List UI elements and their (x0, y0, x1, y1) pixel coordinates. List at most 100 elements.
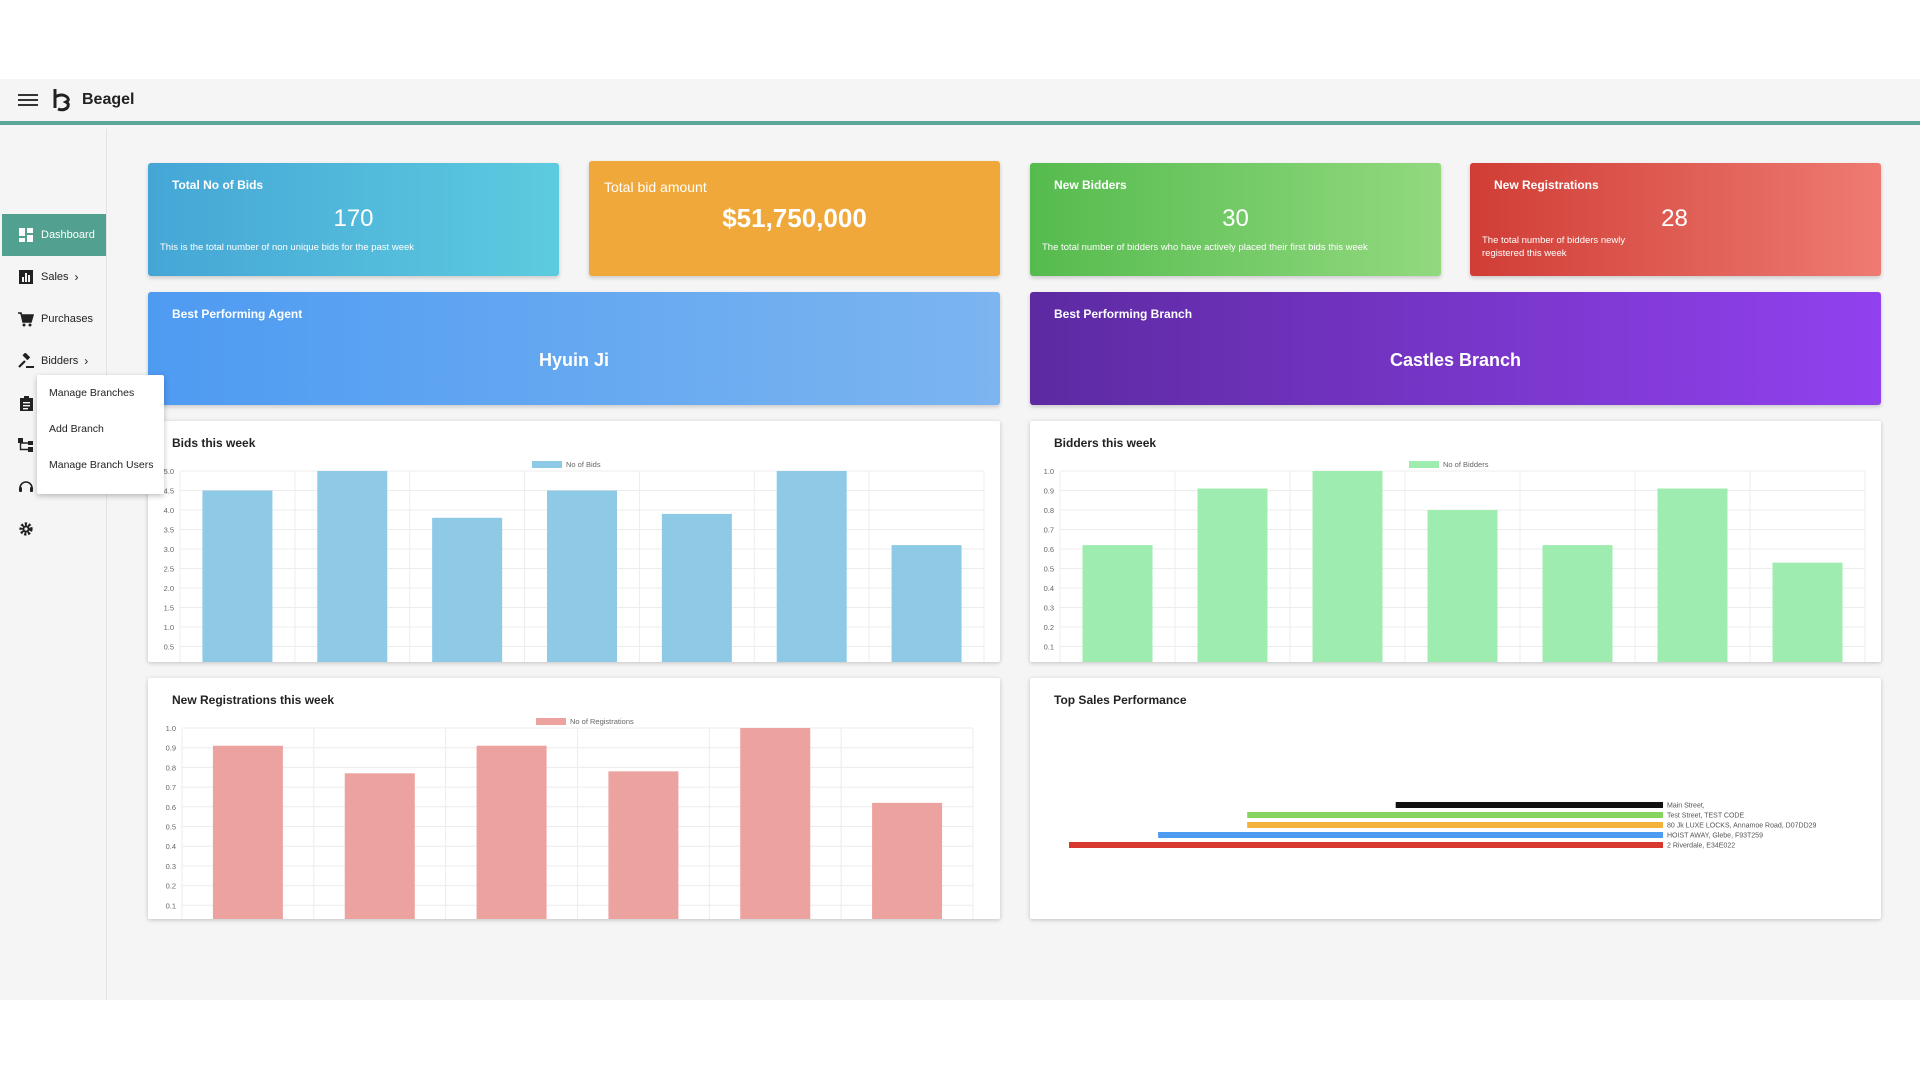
card-title: Best Performing Branch (1054, 307, 1193, 321)
y-tick-label: 0.5 (1044, 565, 1054, 574)
bar-chart-icon (17, 268, 35, 286)
sales-bar[interactable] (1158, 832, 1663, 838)
sidebar-item-label: Purchases (41, 313, 93, 325)
bar[interactable] (740, 728, 811, 919)
sales-bar[interactable] (1247, 822, 1663, 828)
sales-bar[interactable] (1247, 812, 1663, 818)
bar[interactable] (1772, 562, 1843, 662)
sidebar-item-purchases[interactable]: Purchases (2, 298, 106, 340)
y-tick-label: 0.8 (166, 763, 176, 772)
hamburger-menu-icon[interactable] (18, 92, 38, 108)
bar[interactable] (547, 490, 617, 663)
y-tick-label: 1.0 (1044, 467, 1054, 476)
y-tick-label: 0.4 (1044, 584, 1054, 593)
sidebar-item-bidders[interactable]: Bidders › (2, 340, 106, 382)
y-tick-label: 0.1 (166, 901, 176, 910)
sales-bar[interactable] (1395, 802, 1663, 808)
chevron-right-icon: › (74, 270, 79, 284)
panel-title: Bidders this week (1054, 436, 1157, 450)
card-title: Best Performing Agent (172, 307, 303, 321)
legend-swatch (532, 461, 562, 468)
bar[interactable] (202, 490, 273, 663)
bar[interactable] (1542, 545, 1613, 662)
panel-title: New Registrations this week (172, 693, 335, 707)
submenu-item-manage-branch-users[interactable]: Manage Branch Users (49, 459, 154, 471)
panel-title: Bids this week (172, 436, 256, 450)
bar[interactable] (776, 471, 847, 662)
card-title: New Registrations (1494, 178, 1599, 192)
card-description: This is the total number of non unique b… (160, 242, 415, 253)
y-tick-label: 0.7 (166, 783, 176, 792)
legend-swatch (536, 718, 566, 725)
y-tick-label: 0.6 (1044, 545, 1054, 554)
y-tick-label: 1.5 (164, 604, 174, 613)
bidders-chart: 00.10.20.30.40.50.60.70.80.91.0No of Bid… (1044, 460, 1866, 662)
card-description-line2: registered this week (1482, 248, 1567, 259)
sidebar-item-sales[interactable]: Sales › (2, 256, 106, 298)
branches-icon (17, 436, 35, 454)
app-name: Beagel (82, 91, 135, 108)
bar[interactable] (1312, 471, 1383, 662)
y-tick-label: 0.6 (166, 803, 176, 812)
sales-bar-label: 2 Riverdale, E34E022 (1667, 843, 1735, 850)
beagel-logo-icon (52, 88, 72, 112)
y-tick-label: 0.5 (166, 823, 176, 832)
card-best-branch: Best Performing Branch Castles Branch (1030, 292, 1881, 405)
sidebar-item-dashboard[interactable]: Dashboard (2, 214, 106, 256)
bar[interactable] (212, 745, 283, 919)
y-tick-label: 5.0 (164, 467, 174, 476)
sidebar-item-label: Sales (41, 271, 69, 283)
card-total-bids: Total No of Bids 170 This is the total n… (148, 163, 559, 276)
bar[interactable] (317, 471, 388, 662)
support-icon (17, 478, 35, 496)
card-title: Total bid amount (604, 179, 707, 195)
registrations-chart-panel: New Registrations this week 00.10.20.30.… (148, 678, 1000, 919)
card-value: 28 (1661, 205, 1688, 232)
bidders-chart-panel: Bidders this week 00.10.20.30.40.50.60.7… (1030, 421, 1881, 662)
sales-bar[interactable] (1069, 842, 1663, 848)
card-description-line1: The total number of bidders newly (1482, 235, 1626, 246)
card-new-registrations: New Registrations 28 The total number of… (1470, 163, 1881, 276)
sidebar-item-gear[interactable] (2, 508, 106, 550)
bar[interactable] (891, 545, 962, 662)
card-title: New Bidders (1054, 178, 1127, 192)
card-value: Castles Branch (1389, 350, 1522, 370)
y-tick-label: 1.0 (164, 623, 174, 632)
bar[interactable] (872, 802, 943, 919)
bar[interactable] (1427, 510, 1498, 662)
y-tick-label: 0.4 (166, 842, 176, 851)
bids-chart: 00.51.01.52.02.53.03.54.04.55.0No of Bid… (164, 460, 985, 663)
submenu-item-add-branch[interactable]: Add Branch (49, 423, 104, 435)
sales-bar-label: Main Street, (1667, 803, 1705, 810)
legend-label: No of Bids (566, 460, 601, 469)
top-bar: Beagel (0, 79, 1920, 125)
legend-label: No of Registrations (570, 717, 634, 726)
bar[interactable] (608, 771, 679, 919)
bar[interactable] (661, 513, 732, 662)
y-tick-label: 0.3 (1044, 604, 1054, 613)
gear-icon (17, 520, 35, 538)
bar[interactable] (476, 745, 547, 919)
panel-title: Top Sales Performance (1054, 693, 1187, 707)
dashboard-icon (17, 226, 35, 244)
y-tick-label: 0.9 (166, 744, 176, 753)
bar[interactable] (1657, 488, 1728, 662)
y-tick-label: 4.5 (164, 487, 174, 496)
card-title: Total No of Bids (172, 178, 264, 192)
card-value: 30 (1222, 205, 1249, 232)
submenu-item-manage-branches[interactable]: Manage Branches (49, 387, 135, 399)
sidebar-item-support[interactable] (2, 466, 106, 508)
y-tick-label: 0.2 (1044, 623, 1054, 632)
chevron-right-icon: › (84, 354, 89, 368)
sales-bar-label: 80 Jk LUXE LOCKS, Annamoe Road, D07DD29 (1667, 823, 1817, 830)
card-value: $51,750,000 (722, 203, 867, 233)
bar[interactable] (1197, 488, 1268, 662)
sidebar-item-label: Bidders (41, 355, 79, 367)
card-new-bidders: New Bidders 30 The total number of bidde… (1030, 163, 1441, 276)
y-tick-label: 2.5 (164, 565, 174, 574)
y-tick-label: 0.1 (1044, 643, 1054, 652)
sales-bar-label: Test Street, TEST CODE (1667, 813, 1744, 820)
bar[interactable] (432, 517, 503, 662)
bar[interactable] (344, 773, 415, 919)
bar[interactable] (1082, 545, 1153, 662)
